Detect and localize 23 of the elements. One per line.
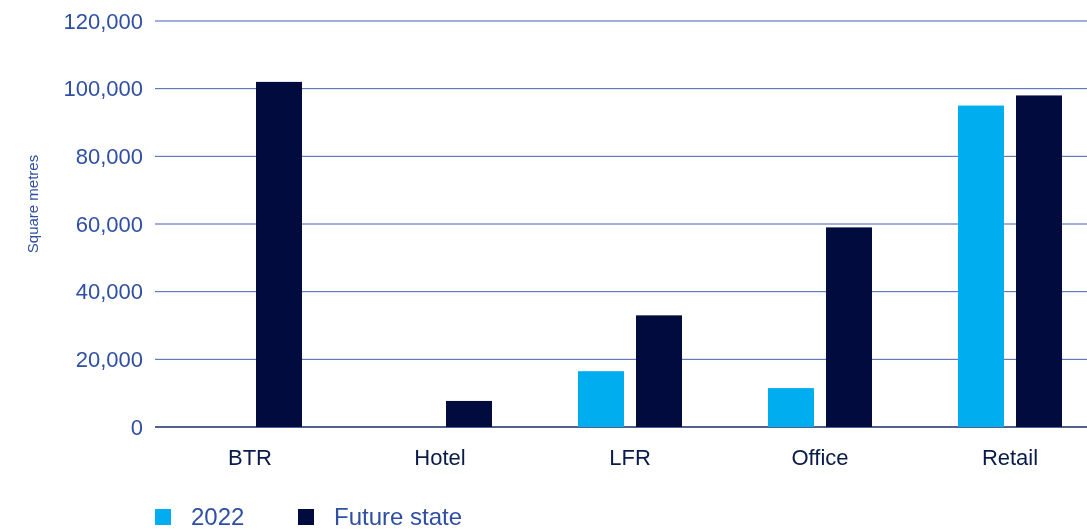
bar bbox=[826, 227, 872, 427]
y-tick-label: 80,000 bbox=[75, 144, 143, 170]
legend-label: Future state bbox=[334, 503, 463, 529]
y-axis-title: Square metres bbox=[24, 154, 42, 254]
x-tick-label: Office bbox=[791, 444, 849, 470]
bar bbox=[768, 388, 814, 427]
bar bbox=[636, 315, 682, 427]
legend-label: 2022 bbox=[191, 503, 245, 529]
bar bbox=[958, 105, 1004, 427]
y-tick-label: 0 bbox=[130, 414, 143, 440]
x-tick-label: Hotel bbox=[414, 444, 466, 470]
x-tick-label: Retail bbox=[981, 444, 1039, 470]
y-tick-label: 120,000 bbox=[63, 8, 143, 34]
x-tick-label: BTR bbox=[228, 444, 272, 470]
bar bbox=[446, 400, 492, 427]
y-tick-label: 40,000 bbox=[75, 279, 143, 305]
bar bbox=[578, 371, 624, 427]
y-tick-label: 20,000 bbox=[75, 347, 143, 373]
bar bbox=[1016, 95, 1062, 427]
y-tick-label: 60,000 bbox=[75, 211, 143, 237]
bar bbox=[256, 81, 302, 427]
y-tick-label: 100,000 bbox=[63, 76, 143, 102]
x-tick-label: LFR bbox=[609, 444, 651, 470]
